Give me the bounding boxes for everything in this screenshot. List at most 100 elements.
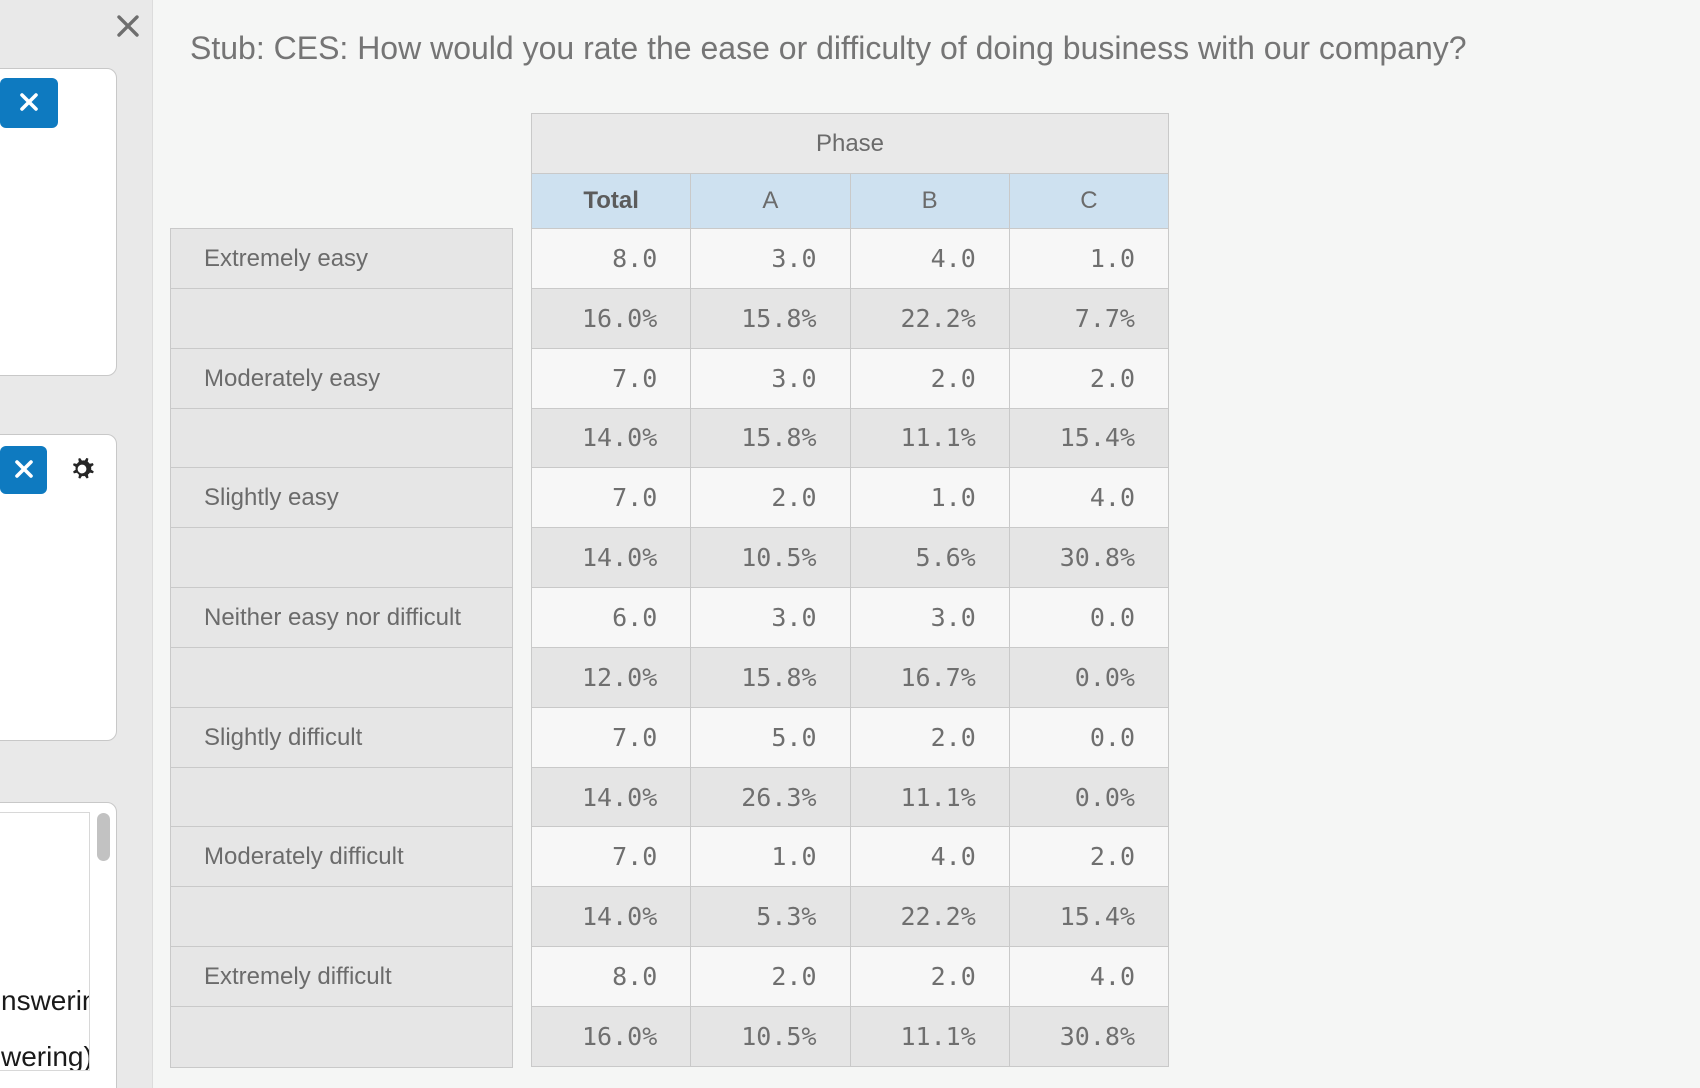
stub-question-title: Stub: CES: How would you rate the ease o… <box>190 30 1467 66</box>
percent-cell: 11.1% <box>849 407 1010 469</box>
percent-row: 16.0% 15.8% 22.2% 7.7% <box>530 287 1170 349</box>
count-cell: 2.0 <box>849 706 1010 768</box>
left-widget-panel: nswering wering) <box>0 0 153 1088</box>
percent-row: 14.0% 5.3% 22.2% 15.4% <box>530 886 1170 948</box>
column-header-c: C <box>1008 173 1170 229</box>
percent-cell: 14.0% <box>530 407 692 469</box>
group-header-row: Phase <box>531 113 1169 174</box>
stub-row-spacer <box>171 647 512 708</box>
crosstab-body: 8.0 3.0 4.0 1.0 16.0% 15.8% 22.2% 7.7% 7.0 3.0 2.0… <box>530 228 1170 1067</box>
crosstab-panel: Stub: CES: How would you rate the ease o… <box>154 0 1700 1088</box>
count-cell: 7.0 <box>530 347 692 409</box>
count-row: 7.0 3.0 2.0 2.0 <box>530 347 1170 409</box>
count-cell: 2.0 <box>849 946 1010 1007</box>
close-icon <box>18 91 40 116</box>
stub-label-column: Extremely easy Moderately easy Slightly ea… <box>170 228 513 1068</box>
widget-card-3: nswering wering) <box>0 802 117 1088</box>
percent-cell: 16.0% <box>530 287 692 349</box>
percent-cell: 15.8% <box>690 646 851 708</box>
count-cell: 6.0 <box>530 587 692 648</box>
clipped-text-line: nswering <box>1 985 89 1016</box>
percent-cell: 10.5% <box>690 1005 851 1067</box>
stub-row-label: Neither easy nor difficult <box>171 588 512 648</box>
widget-card-1 <box>0 68 117 376</box>
percent-cell: 14.0% <box>530 527 692 589</box>
count-cell: 0.0 <box>1008 587 1170 648</box>
count-cell: 4.0 <box>849 228 1010 289</box>
percent-cell: 16.0% <box>530 1005 692 1067</box>
stub-row-label: Extremely difficult <box>171 947 512 1007</box>
column-header-a: A <box>690 173 851 229</box>
percent-cell: 7.7% <box>1008 287 1170 349</box>
count-row: 7.0 5.0 2.0 0.0 <box>530 706 1170 768</box>
count-cell: 7.0 <box>530 826 692 888</box>
percent-cell: 5.3% <box>690 886 851 948</box>
count-cell: 2.0 <box>690 467 851 529</box>
count-cell: 7.0 <box>530 706 692 768</box>
column-header-row: Total A B C <box>530 173 1170 229</box>
count-cell: 3.0 <box>690 228 851 289</box>
widget-preview-pane: nswering wering) <box>0 812 90 1071</box>
percent-cell: 22.2% <box>849 287 1010 349</box>
remove-widget-button[interactable] <box>0 446 47 494</box>
percent-cell: 12.0% <box>530 646 692 708</box>
percent-cell: 14.0% <box>530 886 692 948</box>
percent-cell: 15.4% <box>1008 407 1170 469</box>
stub-row-label: Slightly easy <box>171 468 512 529</box>
percent-cell: 0.0% <box>1008 766 1170 828</box>
percent-cell: 30.8% <box>1008 1005 1170 1067</box>
count-cell: 3.0 <box>849 587 1010 648</box>
widget-card-2 <box>0 434 117 741</box>
stub-row-spacer <box>171 288 512 349</box>
percent-cell: 30.8% <box>1008 527 1170 589</box>
scrollbar-thumb[interactable] <box>97 813 110 861</box>
count-cell: 2.0 <box>849 347 1010 409</box>
count-cell: 0.0 <box>1008 706 1170 768</box>
count-cell: 2.0 <box>1008 347 1170 409</box>
stub-row-label: Moderately difficult <box>171 827 512 888</box>
dialog-close-button[interactable] <box>113 11 143 41</box>
percent-cell: 15.8% <box>690 287 851 349</box>
count-row: 7.0 1.0 4.0 2.0 <box>530 826 1170 888</box>
percent-row: 12.0% 15.8% 16.7% 0.0% <box>530 646 1170 708</box>
percent-cell: 10.5% <box>690 527 851 589</box>
count-cell: 5.0 <box>690 706 851 768</box>
percent-cell: 0.0% <box>1008 646 1170 708</box>
column-header-b: B <box>849 173 1010 229</box>
count-cell: 2.0 <box>690 946 851 1007</box>
group-header-phase: Phase <box>531 113 1169 174</box>
percent-cell: 14.0% <box>530 766 692 828</box>
stub-row-label: Slightly difficult <box>171 707 512 768</box>
percent-cell: 16.7% <box>849 646 1010 708</box>
percent-row: 16.0% 10.5% 11.1% 30.8% <box>530 1005 1170 1067</box>
remove-widget-button[interactable] <box>0 78 58 128</box>
stub-row-spacer <box>171 408 512 469</box>
stub-row-label: Moderately easy <box>171 348 512 409</box>
count-cell: 4.0 <box>1008 467 1170 529</box>
count-cell: 1.0 <box>849 467 1010 529</box>
widget-settings-button[interactable] <box>67 454 97 484</box>
crosstab-table: Phase Total A B C 8.0 3.0 4.0 1.0 16.0% 15.8% 22.… <box>530 113 1170 1067</box>
stub-row-label: Extremely easy <box>171 229 512 289</box>
percent-row: 14.0% 15.8% 11.1% 15.4% <box>530 407 1170 469</box>
stub-row-spacer <box>171 528 512 589</box>
close-icon <box>13 458 35 483</box>
percent-cell: 22.2% <box>849 886 1010 948</box>
count-cell: 8.0 <box>530 228 692 289</box>
percent-cell: 5.6% <box>849 527 1010 589</box>
count-row: 6.0 3.0 3.0 0.0 <box>530 587 1170 648</box>
count-cell: 1.0 <box>1008 228 1170 289</box>
percent-cell: 11.1% <box>849 766 1010 828</box>
close-icon <box>113 15 143 44</box>
count-row: 8.0 2.0 2.0 4.0 <box>530 946 1170 1007</box>
percent-row: 14.0% 10.5% 5.6% 30.8% <box>530 527 1170 589</box>
count-cell: 4.0 <box>849 826 1010 888</box>
count-cell: 4.0 <box>1008 946 1170 1007</box>
count-row: 8.0 3.0 4.0 1.0 <box>530 228 1170 289</box>
column-header-total: Total <box>530 173 692 229</box>
percent-row: 14.0% 26.3% 11.1% 0.0% <box>530 766 1170 828</box>
stub-row-spacer <box>171 1006 512 1067</box>
count-cell: 8.0 <box>530 946 692 1007</box>
percent-cell: 15.4% <box>1008 886 1170 948</box>
